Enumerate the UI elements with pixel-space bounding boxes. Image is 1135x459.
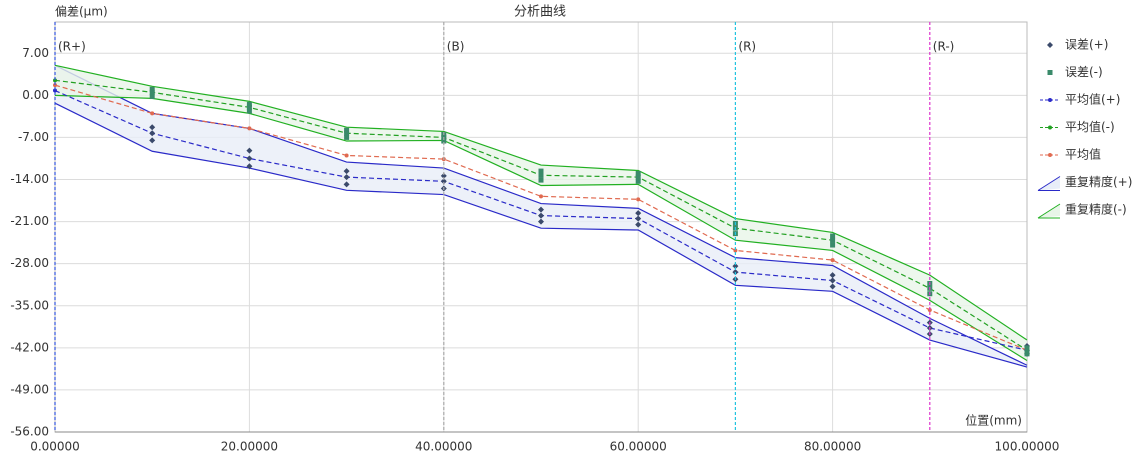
y-tick-label: 7.00 (22, 46, 49, 60)
x-tick-label: 100.00000 (995, 440, 1060, 454)
x-tick-label: 80.00000 (804, 440, 861, 454)
legend-label: 重复精度(+) (1065, 174, 1132, 189)
legend-label: 平均值 (1065, 147, 1101, 162)
legend-label: 平均值(+) (1065, 92, 1120, 107)
error-point (635, 215, 642, 222)
error-point (635, 174, 641, 180)
error-point (344, 130, 350, 136)
band-edge (54, 64, 1028, 341)
line-point (150, 111, 155, 116)
error-point (246, 163, 253, 170)
legend-marker (1048, 153, 1052, 157)
legend-marker (1037, 203, 1061, 219)
error-point (149, 89, 155, 95)
legend-marker (1047, 70, 1053, 75)
error-point (538, 206, 544, 213)
y-axis-label: 偏差(µm) (55, 4, 108, 19)
y-tick-label: -35.00 (10, 298, 49, 312)
line-point (247, 126, 252, 131)
x-tick-label: 0.00000 (30, 440, 80, 454)
reference-label: (R) (738, 40, 756, 54)
line (54, 84, 1028, 351)
y-tick-label: -56.00 (10, 425, 49, 439)
error-point (830, 233, 836, 239)
error-point (149, 137, 156, 144)
error-point (440, 178, 447, 185)
line-point (53, 78, 57, 83)
error-point (538, 172, 544, 178)
legend-marker (1037, 176, 1061, 191)
error-point (635, 210, 642, 217)
band-edge (54, 102, 1028, 368)
line-point (733, 248, 738, 253)
error-point (149, 124, 156, 131)
y-tick-label: -14.00 (10, 172, 49, 186)
y-tick-label: -42.00 (10, 340, 49, 354)
legend-label: 误差(-) (1065, 65, 1103, 79)
error-point (635, 178, 641, 184)
line-point (344, 153, 349, 158)
error-point (829, 283, 836, 290)
legend-label: 平均值(-) (1065, 119, 1115, 134)
y-tick-label: -7.00 (18, 130, 49, 144)
y-tick-label: 0.00 (22, 88, 49, 102)
line-point (830, 258, 835, 263)
reference-label: (B) (447, 40, 465, 54)
y-tick-label: -21.00 (10, 214, 49, 228)
error-point (538, 177, 544, 183)
band-edge (54, 64, 1028, 366)
error-point (635, 221, 642, 228)
error-point (246, 155, 253, 162)
band-edge (54, 94, 1028, 361)
line-point (636, 197, 641, 202)
line-point (53, 83, 57, 88)
y-tick-label: -28.00 (10, 256, 49, 270)
legend-label: 重复精度(-) (1065, 202, 1127, 217)
reference-label: (R-) (933, 40, 955, 54)
legend-marker (1048, 98, 1052, 102)
chart-title: 分析曲线 (514, 5, 566, 20)
line-point (539, 194, 543, 199)
error-point (440, 172, 447, 179)
error-point (830, 242, 836, 248)
error-point (343, 181, 350, 188)
reference-label: (R+) (58, 40, 86, 54)
error-point (149, 94, 155, 100)
error-point (1024, 351, 1030, 357)
legend-marker (1047, 42, 1053, 48)
error-point (246, 108, 252, 114)
error-point (246, 147, 253, 154)
error-point (538, 218, 544, 225)
x-tick-label: 20.00000 (221, 440, 278, 454)
error-point (830, 237, 836, 243)
error-point (829, 272, 836, 279)
legend-label: 误差(+) (1065, 38, 1108, 52)
y-tick-label: -49.00 (10, 382, 49, 396)
error-point (538, 168, 544, 174)
line-point (53, 88, 57, 93)
error-point (441, 138, 447, 144)
error-point (829, 277, 836, 284)
x-tick-label: 60.00000 (610, 440, 667, 454)
legend-marker (1048, 125, 1052, 130)
error-point (732, 263, 739, 270)
error-point (538, 212, 544, 219)
error-point (343, 168, 350, 175)
error-point (344, 134, 350, 140)
error-point (149, 130, 156, 137)
x-axis-label: 位置(mm) (965, 413, 1022, 428)
x-tick-label: 40.00000 (415, 440, 472, 454)
error-point (343, 174, 350, 181)
